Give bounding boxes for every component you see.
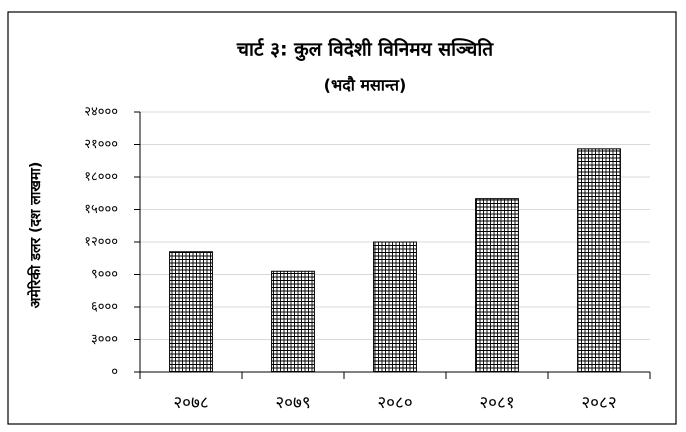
bar xyxy=(577,148,621,373)
y-tick-label: ९००० xyxy=(91,267,118,282)
chart-title: चार्ट ३: कुल विदेशी विनिमय सञ्चिति xyxy=(236,38,494,62)
y-axis-label: अमेरिकी डलर (दश लाखमा) xyxy=(27,162,44,308)
y-tick-label: १५००० xyxy=(84,202,118,217)
bar xyxy=(271,270,315,373)
chart-frame xyxy=(7,11,677,425)
bar xyxy=(373,241,417,373)
y-tick-label: ३००० xyxy=(91,332,118,347)
y-tick-label: १८००० xyxy=(84,170,118,185)
y-tick-label: २१००० xyxy=(84,137,118,152)
y-tick-label: २४००० xyxy=(84,105,118,120)
y-tick-label: ६००० xyxy=(91,300,118,315)
x-tick-label: २०७८ xyxy=(173,393,208,413)
x-tick-label: २०८० xyxy=(377,393,412,413)
y-tick-label: ० xyxy=(111,365,118,380)
x-tick-label: २०७९ xyxy=(275,393,310,413)
x-tick-label: २०८२ xyxy=(581,393,616,413)
x-tick-label: २०८१ xyxy=(479,393,514,413)
chart-subtitle: (भदौ मसान्त) xyxy=(324,76,407,95)
y-tick-label: १२००० xyxy=(84,235,118,250)
bar xyxy=(169,251,213,373)
bar xyxy=(475,198,519,373)
